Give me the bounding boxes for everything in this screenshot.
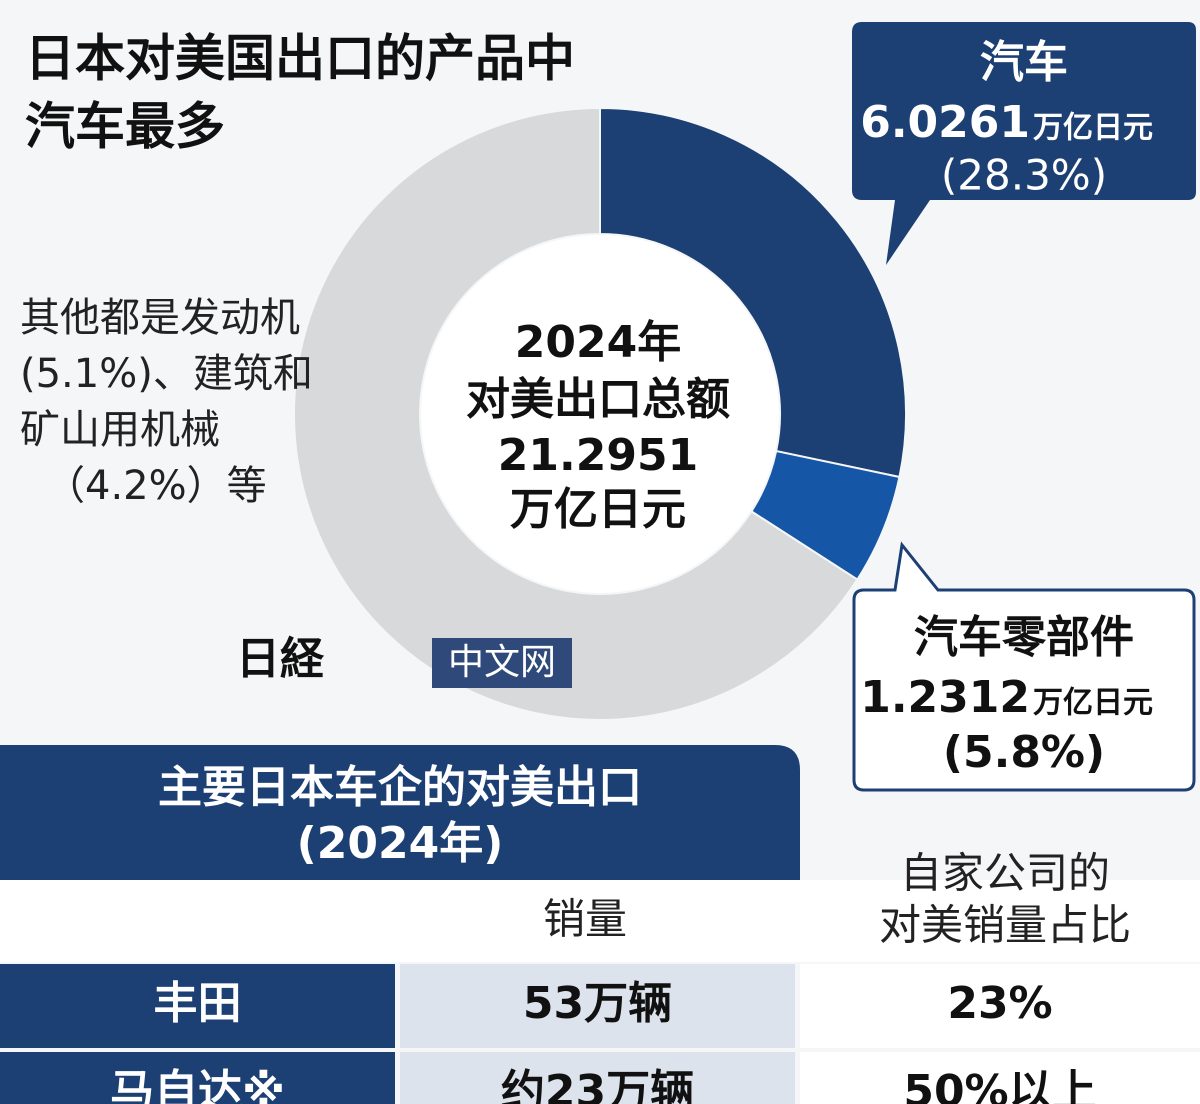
cell-text: 50%以上 xyxy=(903,1066,1096,1104)
cell-text: 丰田 xyxy=(154,978,242,1029)
column-header: 对美销量占比 xyxy=(879,901,1131,950)
note-line: 其他都是发动机 xyxy=(20,295,300,341)
title-line: 汽车最多 xyxy=(25,98,225,156)
donut-hole xyxy=(421,235,779,593)
table-cell xyxy=(0,1052,395,1104)
center-line: 对美出口总额 xyxy=(466,374,730,425)
note-line: (5.1%)、建筑和 xyxy=(20,351,313,397)
logo-box xyxy=(432,638,572,688)
cell-text: 53万辆 xyxy=(523,978,672,1029)
title-line: 日本对美国出口的产品中 xyxy=(25,30,575,88)
logo-mark: 日経 xyxy=(236,634,325,685)
column-header: 自家公司的 xyxy=(900,849,1110,898)
callout-unit: 万亿日元 xyxy=(1033,686,1153,721)
callout-label: 汽车 xyxy=(980,37,1068,88)
logo-text: 中文网 xyxy=(448,642,556,683)
table-cell xyxy=(0,964,395,1048)
donut-segment xyxy=(599,106,907,479)
column-header: 销量 xyxy=(543,895,627,944)
center-line: 21.2951 xyxy=(498,430,698,481)
center-line: 万亿日元 xyxy=(510,484,686,535)
table-body: 丰田 53万辆 23% 马自达※ 约23万辆 50%以上 xyxy=(0,964,1200,1104)
callout-percent: (28.3%) xyxy=(941,151,1107,200)
cell-text: 马自达※ xyxy=(110,1066,285,1104)
cell-text: 约23万辆 xyxy=(501,1066,694,1104)
note: 其他都是发动机 (5.1%)、建筑和 矿山用机械 （4.2%）等 xyxy=(20,295,313,509)
callout-amount: 1.2312 xyxy=(860,672,1030,723)
center-text: 2024年 对美出口总额 21.2951 万亿日元 xyxy=(466,317,730,535)
note-line: 矿山用机械 xyxy=(20,407,220,453)
callout-percent: (5.8%) xyxy=(943,727,1105,778)
table-cell xyxy=(400,964,795,1048)
cell-text: 23% xyxy=(947,978,1052,1029)
center-line: 2024年 xyxy=(515,317,681,368)
callout-label: 汽车零部件 xyxy=(914,612,1134,663)
table-title: 主要日本车企的对美出口 xyxy=(158,762,642,813)
table-title-bar xyxy=(0,745,800,880)
note-line: （4.2%）等 xyxy=(45,463,267,509)
callout-unit: 万亿日元 xyxy=(1033,111,1153,146)
donut-segment xyxy=(293,106,859,721)
callout-box xyxy=(852,22,1196,265)
table-cell xyxy=(400,1052,795,1104)
table-cell xyxy=(800,964,1200,1048)
table-title: (2024年) xyxy=(297,818,504,869)
callout-amount: 6.0261 xyxy=(860,97,1030,148)
callout-box xyxy=(852,541,1196,792)
donut xyxy=(293,106,907,721)
table-cell xyxy=(800,1052,1200,1104)
header-row xyxy=(0,880,1200,962)
